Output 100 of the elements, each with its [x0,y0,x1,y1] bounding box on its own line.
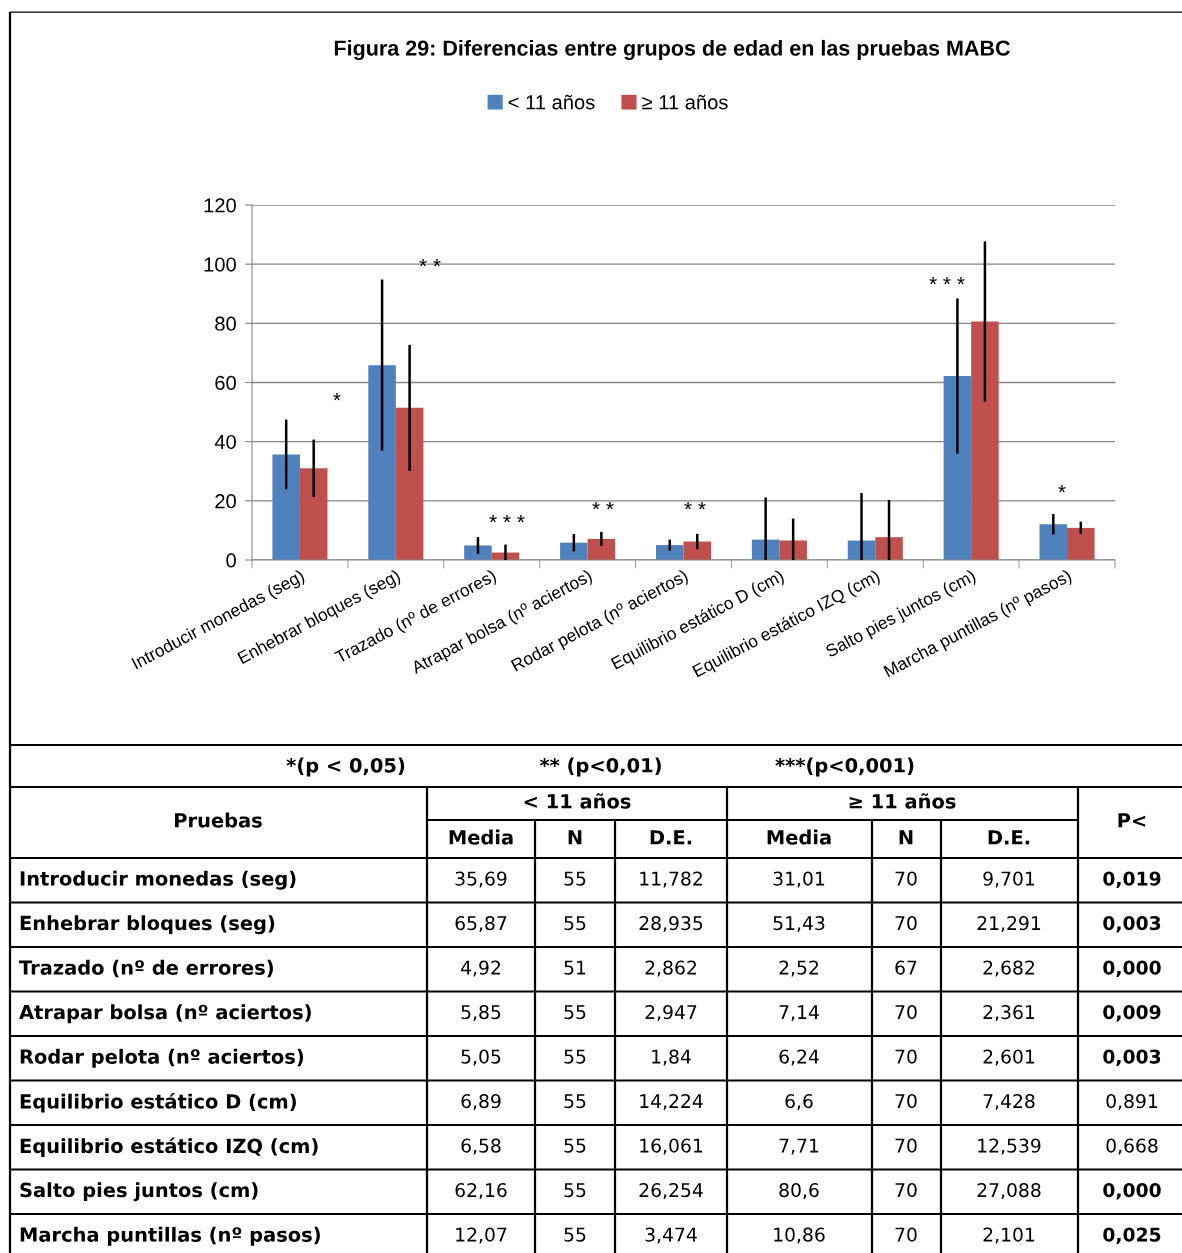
text: 0,000 [1103,960,1161,978]
text: 2,101 [983,1227,1035,1244]
text: N [899,830,913,845]
text: 27,088 [977,1183,1041,1200]
annotation: * * [684,502,706,510]
category-label: Salto pies juntos (cm) [20,1182,258,1202]
text: D.E. [988,830,1030,845]
text: 28,935 [639,916,703,933]
text: 70 [895,916,917,931]
text: 11,782 [640,871,702,888]
text: 70 [895,1227,917,1242]
text: 5,85 [461,1005,501,1022]
text: D.E. [650,830,692,845]
text: ***(p<0,001) [775,757,914,777]
text: 6,6 [785,1094,813,1111]
text: 55 [564,1138,586,1153]
text: 7,428 [983,1094,1035,1111]
text: 70 [895,1094,917,1109]
text: 12,07 [456,1227,507,1244]
text: 0,668 [1106,1138,1158,1155]
text: 4,92 [461,960,500,977]
text: Media [767,829,831,845]
text: 0,003 [1103,1049,1161,1067]
text: 14,224 [640,1094,703,1111]
annotation: * [1058,485,1066,493]
text: 51 [564,960,586,975]
text: 55 [564,871,586,886]
text: 0,009 [1103,1005,1161,1022]
text: 0,003 [1103,916,1161,933]
text: 12,539 [978,1138,1041,1155]
text: 55 [564,916,586,931]
text: 26,254 [639,1183,703,1200]
text: 5,05 [461,1049,501,1066]
text: Media [449,829,513,845]
y-tick-label: 80 [215,316,236,331]
text: N [568,830,582,845]
text: 0,025 [1103,1227,1161,1245]
text: 7,71 [779,1138,819,1155]
text: 70 [895,1049,917,1064]
text: 7,14 [779,1005,819,1022]
text: 2,682 [983,960,1034,977]
text: 9,701 [983,871,1035,888]
annotation: * * * [929,277,965,285]
text: 65,87 [455,916,507,933]
text: 0,000 [1103,1183,1161,1200]
text: 16,061 [640,1138,703,1155]
text: 0,891 [1106,1094,1158,1111]
text: 2,361 [983,1005,1035,1022]
text: ≥ 11 años [849,793,956,809]
text: 35,69 [455,871,507,888]
text: 62,16 [455,1183,507,1200]
annotation: * [333,393,341,401]
text: *(p < 0,05) [286,757,405,777]
category-label: Introducir monedas (seg) [20,870,296,890]
text: 1,84 [652,1049,691,1066]
text: 70 [895,1005,917,1020]
annotation: * * [592,502,614,510]
y-tick-label: 120 [204,198,236,213]
text: 2,947 [645,1005,697,1022]
text: 55 [564,1227,586,1242]
y-tick-label: 100 [204,257,236,272]
text: 10,86 [774,1227,825,1244]
text: 67 [895,960,917,975]
text: < 11 años [524,793,631,809]
text: P< [1118,813,1146,828]
y-tick-label: 0 [226,553,236,568]
text: 21,291 [977,916,1041,933]
text: ** (p<0,01) [539,757,661,777]
chart-title: Figura 29: Diferencias entre grupos de edad en las pruebas MABC [334,39,1010,61]
text: 6,58 [461,1138,501,1155]
category-label: Equilibrio estático IZQ (cm) [20,1137,318,1158]
category-label: Equilibrio estático D (cm) [20,1092,296,1113]
text: 70 [895,871,917,886]
text: 55 [564,1005,586,1020]
category-label: Rodar pelota (nº aciertos) [20,1048,304,1068]
text: 6,24 [779,1049,819,1066]
text: 55 [564,1049,586,1064]
text: 2,52 [779,960,818,977]
legend-label: ≥ 11 años [642,94,728,110]
category-label: Enhebrar bloques (seg) [20,915,275,935]
text: 80,6 [779,1183,819,1200]
annotation: * * [419,259,441,267]
text: Pruebas [175,812,262,828]
y-tick-label: 60 [215,375,236,390]
category-label: Marcha puntillas (nº pasos) [20,1226,320,1246]
text: 51,43 [773,916,825,933]
text: 55 [564,1094,586,1109]
legend-label: < 11 años [508,94,595,110]
category-label: Atrapar bolsa (nº aciertos) [19,1004,311,1024]
text: 70 [895,1183,917,1198]
text: 2,862 [645,960,696,977]
text: 70 [895,1138,917,1153]
text: 55 [564,1183,586,1198]
text: 2,601 [983,1049,1035,1066]
text: 0,019 [1103,871,1161,889]
category-label: Trazado (nº de errores) [19,959,273,978]
y-tick-label: 40 [214,434,236,450]
annotation: * * * [489,515,525,523]
text: 31,01 [773,871,825,888]
y-tick-label: 20 [215,494,236,509]
